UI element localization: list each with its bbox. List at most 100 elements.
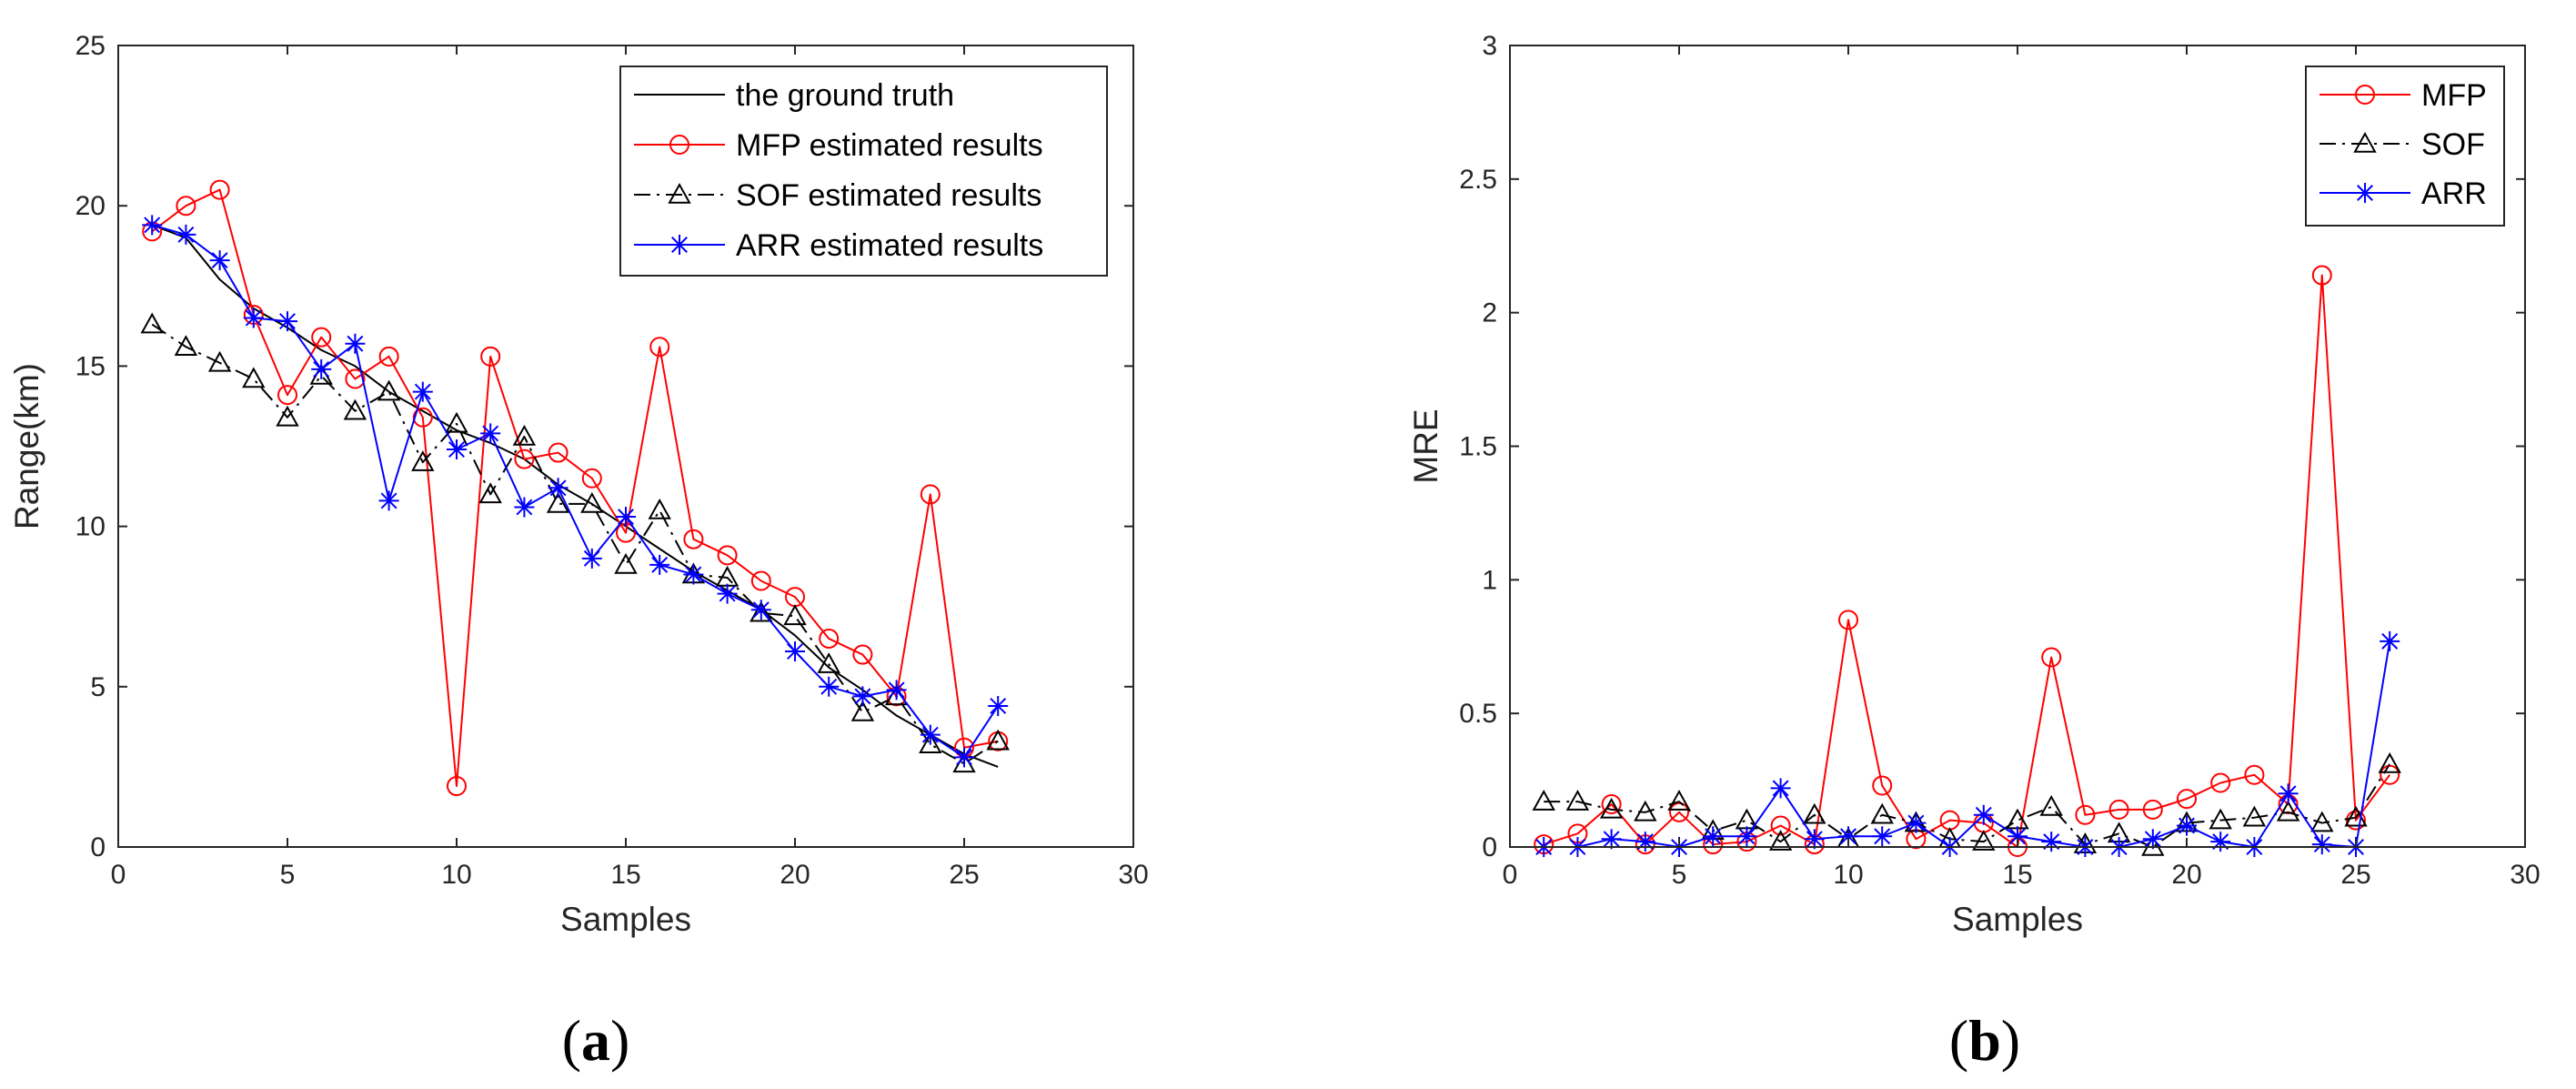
- panel-b-sof-point: [2310, 811, 2334, 832]
- panel-b-y-tick-label: 3: [1482, 31, 1497, 61]
- panel-a-sof-point: [140, 312, 164, 334]
- panel-a-legend-mfp-label: MFP estimated results: [736, 128, 1043, 163]
- panel-a-legend-entry-arr: ARR estimated results: [634, 228, 1043, 263]
- panel-a-legend-box: [619, 66, 1108, 277]
- panel-b-mfp-point: [1872, 775, 1893, 796]
- panel-a-series-group: [140, 179, 1010, 797]
- panel-b-legend-mfp-marker: [2355, 85, 2375, 105]
- panel-a-series-mfp: [142, 179, 1009, 797]
- panel-a-sof-point: [546, 491, 570, 513]
- panel-a-y-tick-label: 10: [75, 512, 106, 542]
- panel-b-x-tick-label: 15: [2002, 860, 2032, 890]
- panel-a-legend-mfp-marker: [669, 135, 689, 155]
- panel-b-y-tick-label: 0: [1482, 832, 1497, 862]
- panel-b-mfp-point: [2142, 799, 2163, 820]
- panel-a-arr-point: [514, 497, 535, 518]
- panel-a-sof-point: [986, 729, 1010, 751]
- panel-a-arr-point: [176, 224, 196, 245]
- panel-a-arr-point: [412, 381, 433, 402]
- panel-b-sof-point: [1803, 802, 1826, 824]
- panel-b-arr-point: [1804, 829, 1825, 850]
- panel-b-mfp-point: [2075, 804, 2096, 825]
- panel-a-mfp-point: [649, 337, 670, 358]
- panel-a-sof-point: [478, 482, 502, 504]
- panel-b-legend-entry-arr: ARR: [2319, 176, 2487, 211]
- panel-a-arr-point: [548, 478, 569, 499]
- panel-a-sof-line: [151, 323, 999, 765]
- panel-b-arr-point: [2041, 832, 2062, 852]
- panel-a-sof-point: [174, 335, 198, 357]
- panel-b-mfp-point: [2177, 789, 2197, 810]
- panel-a-mfp-point: [581, 468, 602, 489]
- panel-a-legend-sof-label: SOF estimated results: [736, 178, 1041, 213]
- panel-b-chart: 0 5 10 15 20 25 30 0 0.5 1 1.5 2 2.5 3 Samples MRE MF…: [1407, 31, 2541, 938]
- panel-a-sof-point: [411, 450, 435, 471]
- panel-a-mfp-point: [277, 385, 297, 406]
- panel-b-arr-point: [1601, 829, 1622, 850]
- panel-a-sof-point: [919, 732, 942, 754]
- panel-a-chart: 0 5 10 15 20 25 30 0 5 10 15 20 25 Samples Range(km)…: [8, 31, 1149, 938]
- panel-a-sof-point: [343, 398, 367, 420]
- panel-b-y-tick-label: 2: [1482, 298, 1497, 328]
- panel-a-mfp-point: [852, 644, 873, 665]
- panel-b-mfp-point: [1770, 815, 1791, 836]
- panel-b-label: (b): [1949, 1008, 2020, 1073]
- panel-a-sof-point: [817, 652, 840, 673]
- panel-a-mfp-point: [447, 776, 467, 797]
- panel-a-mfp-point: [176, 196, 196, 217]
- panel-b-arr-point: [1838, 826, 1858, 847]
- panel-b-label-letter: b: [1968, 1008, 2001, 1073]
- panel-a-arr-point: [683, 564, 704, 585]
- panel-a-arr-point: [920, 724, 941, 745]
- panel-a-arr-point: [311, 358, 332, 379]
- panel-b-mfp-point: [2244, 764, 2265, 785]
- panel-a-y-tick-label: 20: [75, 191, 106, 221]
- panel-b-x-tick-label: 0: [1503, 860, 1518, 890]
- panel-b-legend-arr-label: ARR: [2421, 176, 2487, 211]
- panel-b-sof-point: [2378, 751, 2401, 773]
- panel-a-legend-entry-sof: SOF estimated results: [634, 178, 1041, 213]
- panel-a-mfp-point: [683, 529, 704, 550]
- panel-b-x-tick-label: 5: [1672, 860, 1687, 890]
- panel-b-arr-point: [2380, 630, 2400, 651]
- panel-a-sof-point: [207, 350, 232, 372]
- panel-a-legend: the ground truth MFP estimated results SOF…: [619, 66, 1108, 277]
- panel-a-mfp-point: [548, 442, 569, 463]
- panel-b-legend-mfp-label: MFP: [2421, 78, 2487, 113]
- panel-a-legend-entry-truth: the ground truth: [634, 78, 954, 113]
- panel-a-x-tick-label: 5: [280, 860, 296, 890]
- panel-a-y-axis-label: Range(km): [8, 363, 45, 529]
- panel-b-arr-point: [1973, 804, 1994, 825]
- panel-a-x-tick-label: 20: [780, 860, 810, 890]
- panel-a-series-truth: [151, 224, 999, 768]
- panel-a-mfp-point: [345, 368, 366, 389]
- panel-a-y-tick-label: 0: [90, 832, 106, 862]
- panel-a-arr-point: [649, 554, 670, 575]
- panel-b-mfp-point: [2346, 810, 2366, 831]
- panel-a-x-tick-label: 15: [610, 860, 640, 890]
- panel-b-y-tick-label: 0.5: [1459, 699, 1497, 729]
- panel-b-legend-arr-marker: [2355, 183, 2375, 203]
- panel-b-mfp-point: [2311, 265, 2332, 286]
- panel-b-x-tick-label: 20: [2171, 860, 2201, 890]
- panel-b-sof-point: [2242, 805, 2267, 827]
- panel-b-arr-point: [1770, 778, 1791, 799]
- panel-a-arr-point: [142, 215, 163, 236]
- panel-a-sof-point: [614, 552, 638, 574]
- panel-b-y-axis-label: MRE: [1407, 408, 1444, 483]
- panel-a-arr-point: [852, 686, 873, 707]
- panel-a-y-tick-label: 25: [75, 31, 106, 61]
- panel-b-x-tick-label: 30: [2510, 860, 2540, 890]
- panel-a-sof-point: [512, 424, 537, 446]
- panel-a-mfp-point: [209, 179, 230, 200]
- panel-b-x-axis-label: Samples: [1952, 901, 2083, 938]
- panel-a-sof-point: [850, 700, 875, 721]
- panel-a-y-tick-label: 5: [90, 672, 106, 702]
- panel-a-arr-point: [378, 490, 399, 511]
- panel-a-arr-point: [886, 680, 907, 701]
- panel-a-sof-point: [580, 491, 604, 513]
- panel-b-arr-point: [2007, 826, 2028, 847]
- panel-b-ticks: 0 5 10 15 20 25 30 0 0.5 1 1.5 2 2.5 3: [1459, 31, 2540, 890]
- panel-a-x-tick-label: 25: [949, 860, 979, 890]
